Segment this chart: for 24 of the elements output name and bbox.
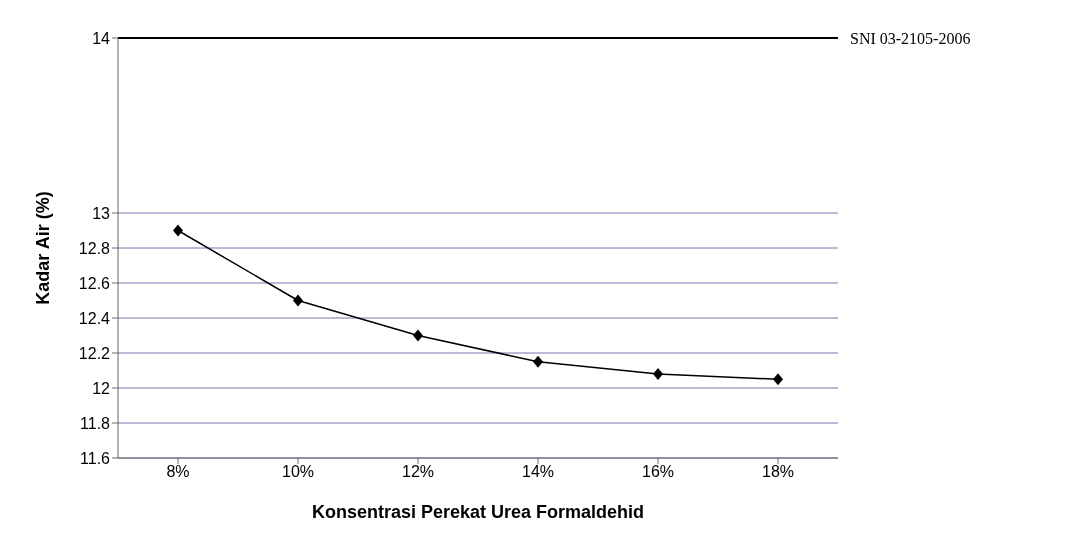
- y-tick-label: 11.6: [80, 449, 111, 467]
- x-tick-label: 8%: [166, 463, 190, 481]
- point: [293, 294, 303, 307]
- point: [653, 368, 663, 380]
- y-axis-title: Kadar Air (%): [33, 191, 54, 305]
- y-tick-label: 12.8: [78, 239, 111, 257]
- x-tick-label: 16%: [641, 463, 675, 481]
- y-tick-label: 12: [92, 379, 111, 397]
- point: [173, 224, 183, 237]
- y-tick-label: 12.6: [78, 274, 111, 292]
- y-tick-label: 13: [92, 204, 111, 222]
- y-tick-label: 12.4: [78, 309, 111, 327]
- y-tick-label: 14: [92, 29, 111, 47]
- point: [533, 355, 543, 368]
- x-tick-label: 10%: [281, 463, 315, 481]
- x-axis-title: Konsentrasi Perekat Urea Formaldehid: [311, 502, 645, 522]
- y-tick-label: 12.2: [78, 344, 111, 362]
- point: [773, 373, 783, 386]
- point: [413, 329, 423, 342]
- ref-line-label: SNI 03-2105-2006: [850, 29, 971, 47]
- x-tick-label: 18%: [761, 463, 795, 481]
- x-tick-label: 14%: [521, 463, 555, 481]
- x-tick-label: 12%: [401, 463, 435, 481]
- y-tick-label: 11.8: [80, 414, 111, 432]
